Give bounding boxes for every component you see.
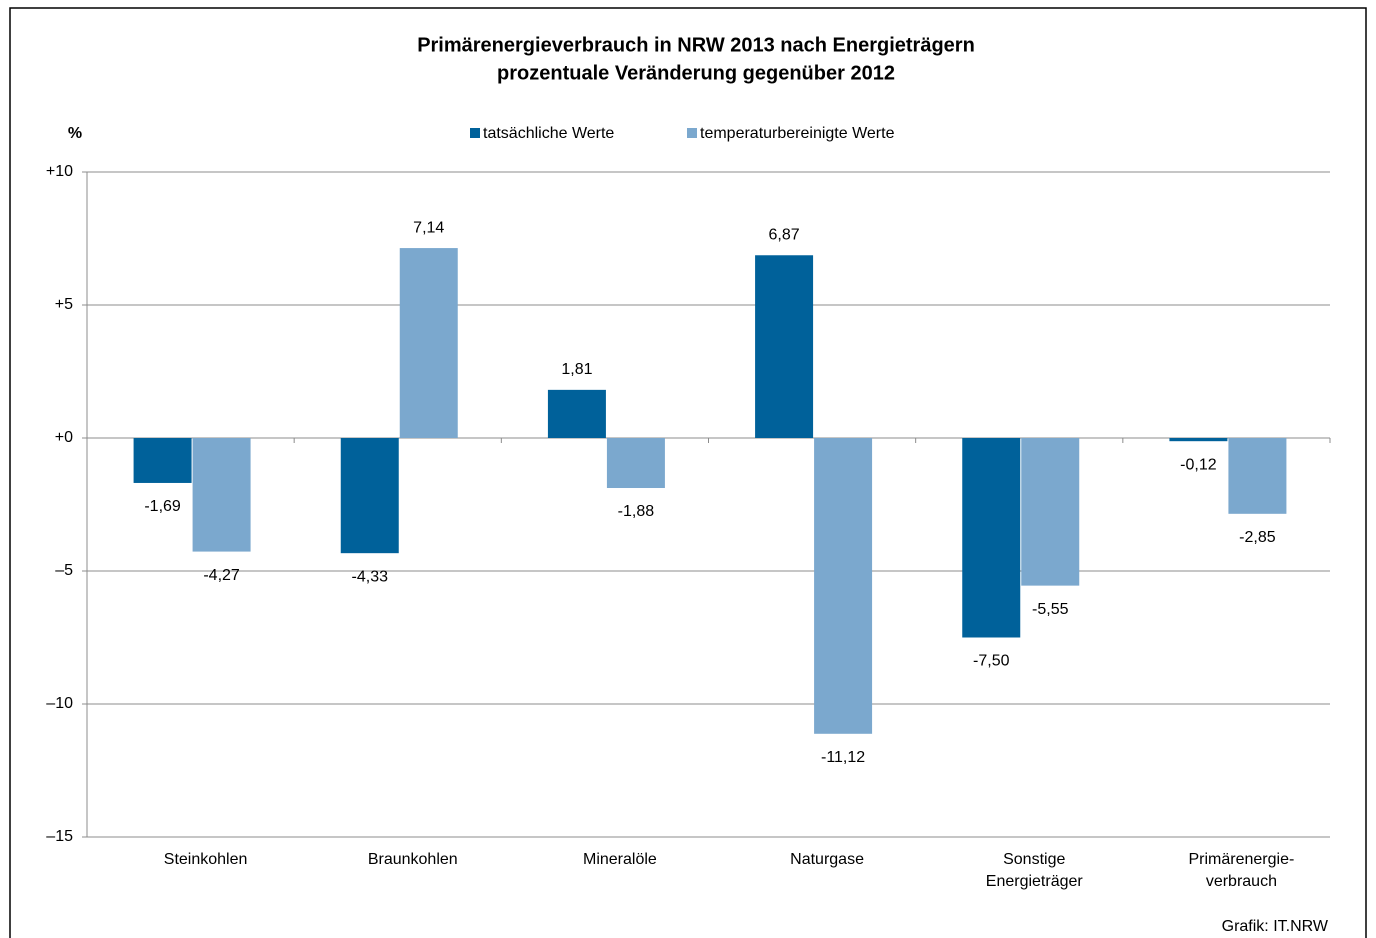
x-tick-label: Steinkohlen xyxy=(164,851,248,868)
bar xyxy=(133,438,192,483)
bar xyxy=(340,438,399,554)
data-label: -7,50 xyxy=(973,653,1010,670)
x-tick-label: Sonstige xyxy=(1003,851,1065,868)
data-label: 6,87 xyxy=(769,226,800,243)
data-label: -4,33 xyxy=(352,568,389,585)
legend-swatch xyxy=(687,128,697,138)
x-tick-label: Mineralöle xyxy=(583,851,657,868)
data-label: -11,12 xyxy=(821,749,865,766)
y-tick-label: +5 xyxy=(55,296,73,313)
chart-subtitle: prozentuale Veränderung gegenüber 2012 xyxy=(497,62,895,84)
data-label: 7,14 xyxy=(413,219,444,236)
frame xyxy=(9,7,1367,938)
bar xyxy=(192,438,251,552)
legend-label: tatsächliche Werte xyxy=(483,125,614,142)
bar xyxy=(1228,438,1287,514)
y-tick-label: +0 xyxy=(55,429,73,446)
bar xyxy=(547,389,606,438)
data-label: -0,12 xyxy=(1180,456,1217,473)
y-tick-label: +10 xyxy=(46,163,73,180)
x-tick-label: Energieträger xyxy=(986,873,1084,890)
data-label: -5,55 xyxy=(1032,601,1069,618)
bar xyxy=(1021,438,1080,586)
bar xyxy=(962,438,1021,638)
bar xyxy=(814,438,873,734)
bar xyxy=(399,248,458,438)
bar xyxy=(755,255,814,438)
legend-swatch xyxy=(470,128,480,138)
chart-title: Primärenergieverbrauch in NRW 2013 nach … xyxy=(417,34,975,56)
data-label: -4,27 xyxy=(203,567,240,584)
bar xyxy=(1169,438,1228,442)
x-tick-label: Primärenergie- xyxy=(1189,851,1295,868)
data-label: 1,81 xyxy=(561,361,592,378)
x-tick-label: Naturgase xyxy=(790,851,864,868)
x-tick-label: verbrauch xyxy=(1206,873,1277,890)
data-label: -2,85 xyxy=(1239,529,1276,546)
bar xyxy=(606,438,665,489)
y-tick-label: –15 xyxy=(46,828,73,845)
source: Grafik: IT.NRW xyxy=(1222,918,1329,935)
legend-label: temperaturbereinigte Werte xyxy=(700,125,895,142)
y-tick-label: –5 xyxy=(55,562,73,579)
x-tick-label: Braunkohlen xyxy=(368,851,458,868)
y-tick-label: –10 xyxy=(46,695,73,712)
y-axis-label: % xyxy=(68,125,82,142)
data-label: -1,88 xyxy=(618,503,655,520)
data-label: -1,69 xyxy=(144,498,181,515)
